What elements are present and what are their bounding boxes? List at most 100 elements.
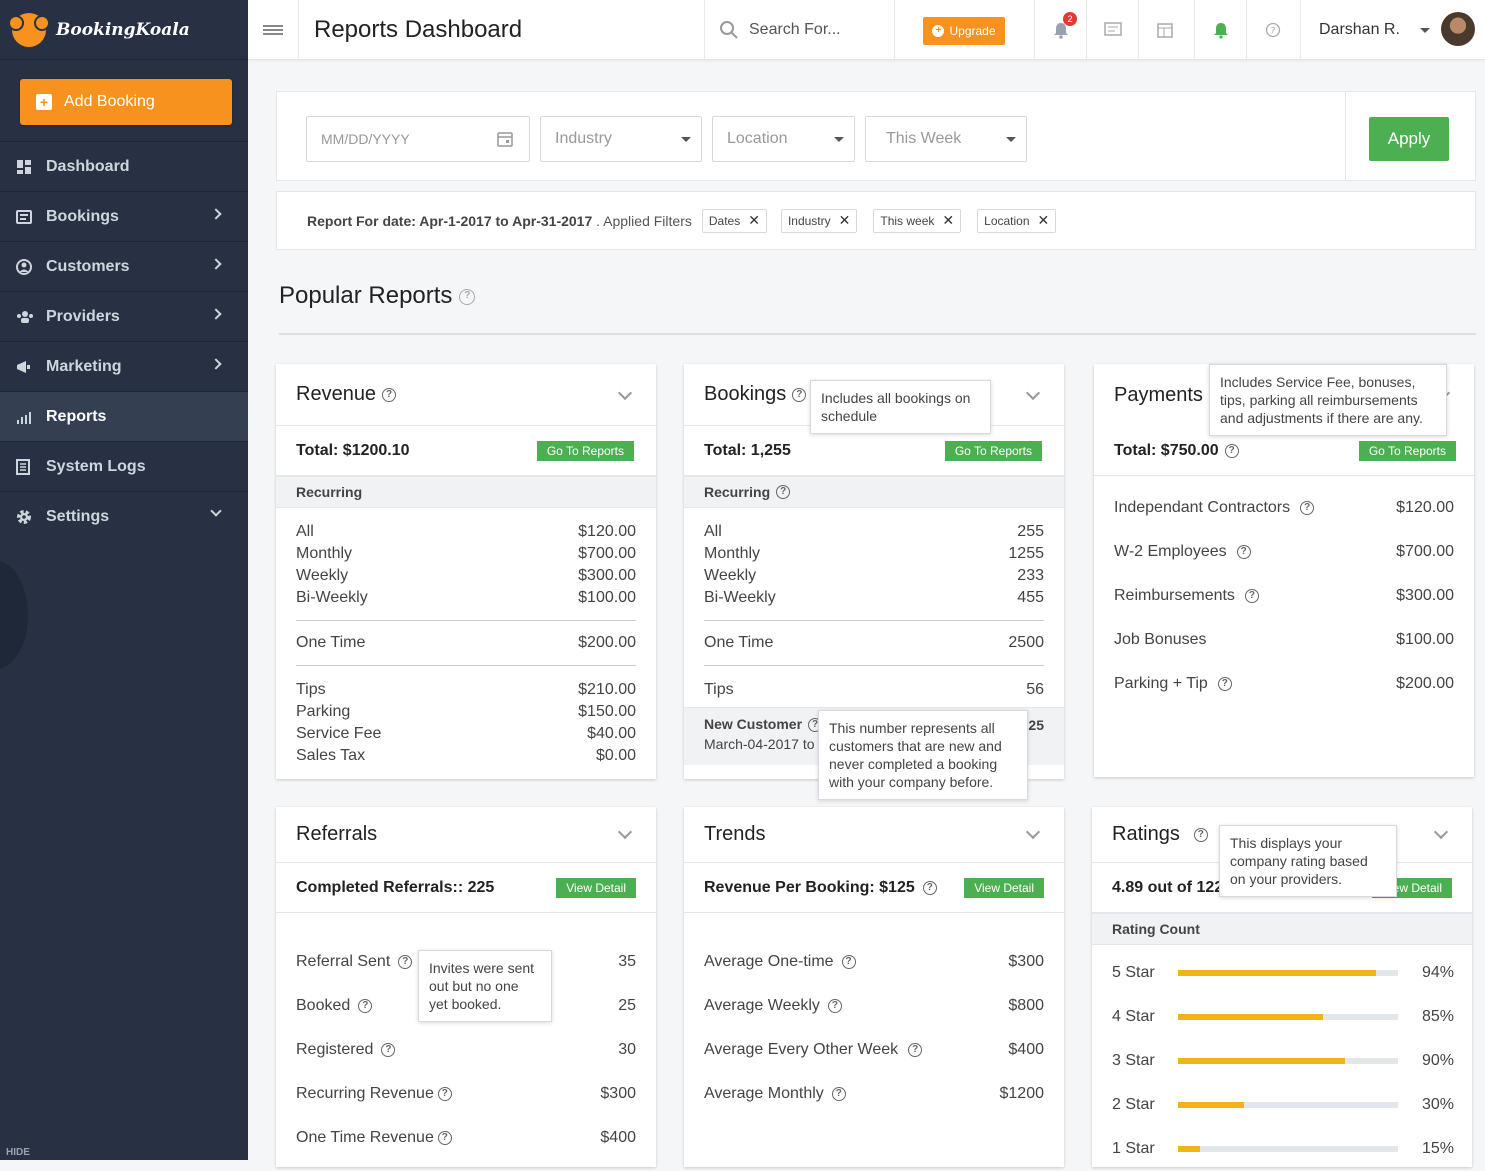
help-icon[interactable]: ? — [1300, 500, 1315, 515]
divider — [1345, 92, 1346, 180]
help-icon[interactable]: ? — [1224, 443, 1239, 458]
help-icon[interactable]: ? — [437, 1086, 452, 1101]
sidebar-item-dashboard[interactable]: Dashboard — [0, 141, 248, 191]
row-label: Weekly — [296, 567, 349, 584]
total-row: Total: $1200.10 Go To Reports — [276, 426, 656, 476]
row-value: $300 — [600, 1085, 636, 1102]
chip-label: This week — [880, 213, 935, 228]
list-item: One Time $200.00 — [296, 632, 636, 654]
help-icon[interactable]: ? — [381, 1042, 396, 1057]
green-bell-icon — [1213, 23, 1228, 39]
row-label: Average One-time — [704, 953, 834, 970]
help-icon[interactable]: ? — [459, 288, 476, 305]
help-icon[interactable]: ? — [831, 1086, 846, 1101]
rating-rows: 5 Star 94% 4 Star 85% 3 Star 90% 2 Star 30% … — [1092, 945, 1472, 1171]
hamburger-menu-button[interactable] — [248, 0, 298, 60]
total-value: Total: $750.00 — [1114, 441, 1219, 459]
hide-sidebar-button[interactable]: HIDE — [6, 1147, 30, 1158]
sidebar-item-marketing[interactable]: Marketing — [0, 341, 248, 391]
list-icon — [1103, 22, 1122, 36]
help-icon[interactable]: ? — [358, 998, 373, 1013]
industry-select[interactable]: Industry — [540, 116, 702, 162]
rating-bar-fill — [1178, 1102, 1244, 1108]
close-icon[interactable]: ✕ — [1037, 212, 1050, 228]
row-label: Bi-Weekly — [296, 589, 368, 606]
sub-header: Recurring? — [684, 476, 1064, 508]
help-button[interactable]: ? — [1246, 0, 1298, 60]
report-date-range: Report For date: Apr-1-2017 to Apr-31-20… — [307, 212, 593, 229]
sidebar-item-bookings[interactable]: Bookings — [0, 191, 248, 241]
chip-label: Location — [984, 213, 1030, 228]
row-label: Weekly — [704, 567, 757, 584]
notifications-button[interactable]: 2 — [1034, 0, 1086, 60]
sidebar-item-label: Settings — [46, 507, 110, 525]
ratings-card: Ratings? 4.89 out of 122 View Detail Rati… — [1092, 807, 1472, 1167]
row-label: Parking + Tip — [1114, 675, 1208, 692]
sidebar-knob — [0, 560, 28, 670]
sidebar-item-providers[interactable]: Providers — [0, 291, 248, 341]
help-icon[interactable]: ? — [1244, 588, 1259, 603]
chevron-down-icon[interactable] — [1433, 824, 1449, 840]
row-value: 25 — [618, 997, 636, 1014]
chevron-down-icon[interactable] — [617, 824, 633, 840]
help-icon[interactable]: ? — [1236, 544, 1251, 559]
list-item: Job Bonuses $100.00 — [1094, 618, 1474, 662]
list-item: One Time 2500 — [704, 632, 1044, 654]
row-label: 2 Star — [1112, 1096, 1155, 1113]
calendar-button[interactable] — [1138, 0, 1190, 60]
view-detail-button[interactable]: View Detail — [964, 877, 1044, 898]
row-value: 30 — [618, 1041, 636, 1058]
sidebar-item-system-logs[interactable]: System Logs — [0, 441, 248, 491]
sidebar-item-customers[interactable]: Customers — [0, 241, 248, 291]
upgrade-button[interactable]: + Upgrade — [923, 17, 1005, 45]
chevron-down-icon[interactable] — [617, 385, 633, 401]
help-icon[interactable]: ? — [1217, 676, 1232, 691]
help-icon[interactable]: ? — [922, 880, 937, 895]
filter-chip-period[interactable]: This week ✕ — [873, 208, 962, 233]
help-icon[interactable]: ? — [827, 998, 842, 1013]
filter-chip-dates[interactable]: Dates ✕ — [701, 208, 767, 233]
sidebar-item-settings[interactable]: Settings — [0, 491, 248, 541]
row-label: Job Bonuses — [1114, 631, 1207, 648]
help-icon[interactable]: ? — [776, 485, 791, 499]
sidebar-item-reports[interactable]: Reports — [0, 391, 248, 441]
logo[interactable]: BookingKoala — [0, 0, 248, 60]
help-icon[interactable]: ? — [908, 1042, 923, 1057]
help-icon[interactable]: ? — [841, 954, 856, 969]
referral-sent-tooltip: Invites were sent out but no one yet boo… — [418, 950, 552, 1022]
rating-bar-fill — [1178, 970, 1376, 976]
chevron-down-icon[interactable] — [1025, 385, 1041, 401]
location-select[interactable]: Location — [712, 116, 855, 162]
filter-chip-location[interactable]: Location ✕ — [977, 208, 1057, 233]
user-menu[interactable]: Darshan R. — [1300, 0, 1485, 60]
divider — [296, 620, 636, 621]
close-icon[interactable]: ✕ — [838, 212, 851, 228]
row-value: $800 — [1008, 997, 1044, 1014]
search-box[interactable]: Search For... — [704, 0, 894, 60]
add-booking-button[interactable]: + Add Booking — [20, 79, 232, 125]
go-to-reports-button[interactable]: Go To Reports — [944, 440, 1042, 461]
apply-button[interactable]: Apply — [1369, 117, 1449, 161]
bookings-list-button[interactable] — [1086, 0, 1138, 60]
view-detail-button[interactable]: View Detail — [556, 877, 636, 898]
alerts-button[interactable] — [1194, 0, 1246, 60]
go-to-reports-button[interactable]: Go To Reports — [536, 440, 634, 461]
search-input[interactable]: Search For... — [749, 21, 841, 38]
close-icon[interactable]: ✕ — [942, 212, 955, 228]
chevron-down-icon[interactable] — [1025, 824, 1041, 840]
filter-chip-industry[interactable]: Industry ✕ — [780, 208, 858, 233]
help-icon[interactable]: ? — [1193, 827, 1208, 842]
avatar[interactable] — [1441, 12, 1475, 46]
help-icon[interactable]: ? — [792, 387, 807, 402]
date-input[interactable]: MM/DD/YYYY — [306, 116, 530, 162]
close-icon[interactable]: ✕ — [748, 212, 760, 228]
period-select[interactable]: This Week — [865, 116, 1027, 162]
help-icon[interactable]: ? — [382, 387, 397, 402]
row-label: Booked — [296, 997, 351, 1014]
help-icon[interactable]: ? — [437, 1130, 452, 1145]
go-to-reports-button[interactable]: Go To Reports — [1358, 440, 1456, 461]
row-label: 5 Star — [1112, 964, 1155, 981]
help-icon[interactable]: ? — [398, 954, 413, 969]
total-row: Completed Referrals:: 225 View Detail — [276, 863, 656, 913]
search-icon — [720, 21, 738, 39]
